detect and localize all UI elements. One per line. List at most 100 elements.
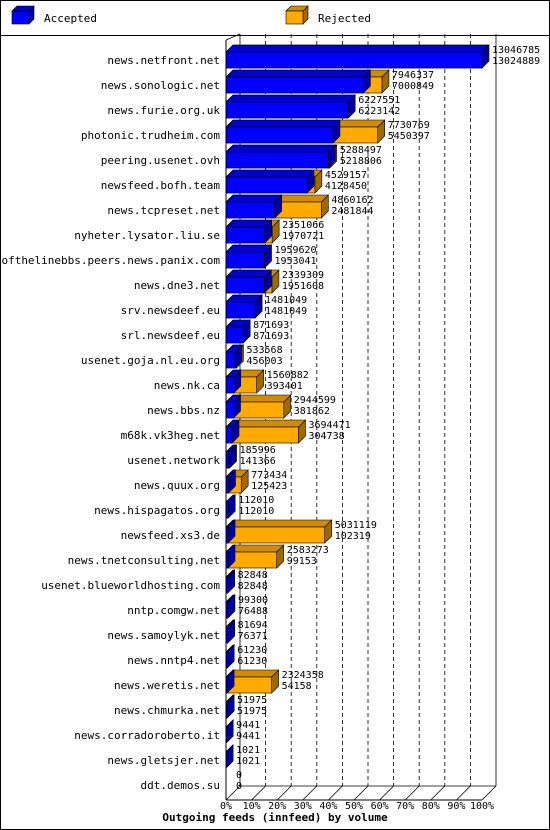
category-label: news.sonologic.net xyxy=(101,79,220,92)
data-label-accepted: 141366 xyxy=(240,456,276,467)
bar-accepted-front xyxy=(225,101,349,119)
data-label-accepted: 6223142 xyxy=(358,106,400,117)
bar-accepted-front xyxy=(225,401,234,419)
bar-group xyxy=(225,669,280,694)
data-label-offered: 0 xyxy=(236,770,242,781)
bar-group xyxy=(225,219,280,244)
data-label-accepted: 381862 xyxy=(294,406,330,417)
data-label-accepted: 102319 xyxy=(335,531,371,542)
bar-accepted-front xyxy=(225,301,256,319)
bar-accepted-top xyxy=(225,244,273,253)
floor-tick-90 xyxy=(456,785,471,801)
bar-accepted-front xyxy=(225,326,244,344)
bar-group xyxy=(225,344,245,369)
bar-accepted-front xyxy=(225,151,329,169)
data-label-offered: 7946337 xyxy=(392,70,434,81)
data-label-offered: 99300 xyxy=(238,595,268,606)
data-label-offered: 5288497 xyxy=(340,145,382,156)
data-label-offered: 81694 xyxy=(238,620,268,631)
data-label-accepted: 112010 xyxy=(238,506,274,517)
category-label: news.dne3.net xyxy=(134,279,220,292)
x-tick-label: 10% xyxy=(243,801,261,812)
bar-accepted-front xyxy=(225,176,308,194)
category-label: newsfeed.bofh.team xyxy=(101,179,221,192)
bar-accepted-top xyxy=(225,169,315,178)
data-label-offered: 112010 xyxy=(238,495,274,506)
bar-group xyxy=(225,544,285,569)
category-label: news.chmurka.net xyxy=(114,704,220,717)
bar-group xyxy=(225,294,263,319)
category-label: srl.newsdeef.eu xyxy=(121,329,220,342)
bar-group xyxy=(225,594,236,619)
data-label-offered: 82848 xyxy=(238,570,268,581)
data-label-offered: 533568 xyxy=(246,345,282,356)
data-label-accepted: 1953041 xyxy=(274,256,316,267)
category-label: nyheter.lysator.liu.se xyxy=(74,229,220,242)
legend-label-accepted: Accepted xyxy=(44,12,97,25)
data-label-accepted: 51975 xyxy=(237,706,267,717)
data-label-offered: 871693 xyxy=(253,320,289,331)
bar-group xyxy=(225,319,251,344)
bar-accepted-front xyxy=(225,426,233,444)
category-label: news.bbs.nz xyxy=(147,404,220,417)
data-label-accepted: 1021 xyxy=(236,756,260,767)
bar-group xyxy=(225,244,273,269)
category-label: srv.newsdeef.eu xyxy=(121,304,220,317)
bar-accepted-front xyxy=(225,126,334,144)
bar-rejected-top xyxy=(225,519,333,528)
category-label: news.gletsjer.net xyxy=(107,754,220,767)
data-label-accepted: 9441 xyxy=(236,731,260,742)
data-label-accepted: 1970721 xyxy=(282,231,324,242)
legend: Accepted Rejected xyxy=(11,5,371,25)
category-label: news.weretis.net xyxy=(114,679,220,692)
category-label: news.nntp4.net xyxy=(127,654,220,667)
x-tick-label: 0% xyxy=(220,801,232,812)
bar-group xyxy=(225,94,356,119)
data-label-accepted: 1951608 xyxy=(282,281,324,292)
data-label-accepted: 61230 xyxy=(237,656,267,667)
data-label-offered: 3694471 xyxy=(308,420,350,431)
category-label: nntp.comgw.net xyxy=(127,604,220,617)
data-label-accepted: 0 xyxy=(236,781,242,792)
data-label-offered: 6227551 xyxy=(358,95,400,106)
legend-label-rejected: Rejected xyxy=(318,12,371,25)
x-tick-label: 80% xyxy=(422,801,440,812)
bar-accepted-top xyxy=(225,44,490,53)
bar-accepted-front xyxy=(225,76,364,94)
data-label-offered: 7730769 xyxy=(388,120,430,131)
x-tick-label: 90% xyxy=(447,801,465,812)
data-label-offered: 13046785 xyxy=(492,45,540,56)
bar-group xyxy=(225,619,236,644)
category-label: photonic.trudheim.com xyxy=(81,129,220,142)
bar-group xyxy=(225,444,238,469)
data-label-offered: 1560882 xyxy=(267,370,309,381)
bar-group xyxy=(225,419,307,444)
floor-tick-10 xyxy=(251,785,266,801)
bar-group xyxy=(225,694,235,719)
category-label: news.furie.org.uk xyxy=(107,104,220,117)
data-label-offered: 2339309 xyxy=(282,270,324,281)
data-label-offered: 5031119 xyxy=(335,520,377,531)
data-label-offered: 61230 xyxy=(237,645,267,656)
chart-title: Outgoing feeds (innfeed) by volume xyxy=(162,811,388,824)
category-label: news.tnetconsulting.net xyxy=(68,554,220,567)
bar-accepted-front xyxy=(225,226,265,244)
category-label: news.samoylyk.net xyxy=(107,629,220,642)
floor-tick-0 xyxy=(225,785,241,801)
x-tick-label: 40% xyxy=(319,801,337,812)
bar-group xyxy=(225,394,292,419)
data-label-accepted: 393401 xyxy=(267,381,303,392)
data-label-offered: 51975 xyxy=(237,695,267,706)
bar-accepted-front xyxy=(225,351,236,369)
data-label-offered: 2944599 xyxy=(294,395,336,406)
floor-tick-50 xyxy=(353,785,369,801)
bar-group xyxy=(225,169,323,194)
category-label: usenet.goja.nl.eu.org xyxy=(81,354,220,367)
data-label-accepted: 5218806 xyxy=(340,156,382,167)
category-label: news.tcpreset.net xyxy=(107,204,220,217)
category-label: endofthelinebbs.peers.news.panix.com xyxy=(0,254,220,267)
data-label-offered: 2583273 xyxy=(287,545,329,556)
floor-tick-70 xyxy=(404,785,420,801)
floor-tick-40 xyxy=(328,785,343,801)
